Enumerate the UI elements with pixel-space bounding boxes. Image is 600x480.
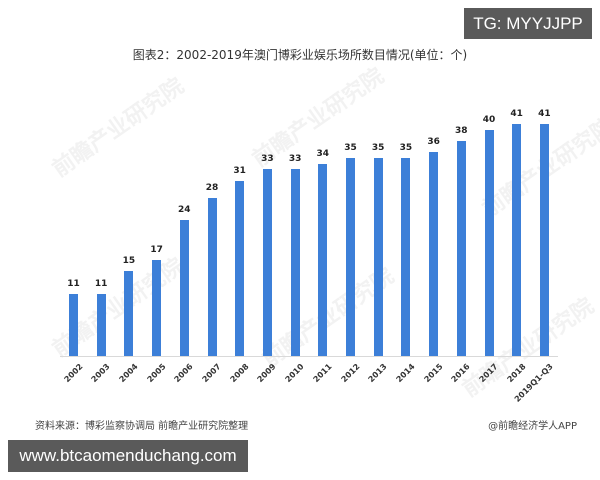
bar-value-label: 34 (316, 148, 330, 159)
bar (456, 140, 466, 356)
bar (429, 152, 439, 356)
x-axis-tick-label: 2011 (311, 362, 334, 385)
bar-value-label: 28 (205, 182, 219, 193)
x-axis-tick-label: 2012 (339, 362, 362, 385)
bar-value-label: 33 (261, 154, 274, 165)
bar (318, 163, 328, 356)
x-axis-tick-label: 2016 (449, 362, 472, 385)
bar (69, 293, 78, 356)
bar-value-label: 33 (288, 154, 302, 165)
bar (346, 157, 355, 356)
bar-value-label: 36 (427, 137, 440, 148)
bar (539, 123, 549, 356)
data-source-note: 资料来源：博彩监察协调局 前瞻产业研究院整理 (35, 421, 249, 432)
bar-value-label: 17 (150, 244, 163, 255)
bar-value-label: 40 (482, 114, 496, 125)
x-axis-tick-label: 2014 (394, 362, 417, 385)
bar-value-label: 11 (67, 278, 80, 289)
site-watermark-badge: www.btcaomenduchang.com (8, 440, 248, 472)
x-axis-tick-label: 2008 (228, 362, 251, 385)
bar (207, 197, 217, 356)
bar (96, 293, 106, 356)
app-credit: @前瞻经济学人APP (488, 421, 577, 432)
x-axis-tick-label: 2017 (477, 362, 500, 385)
bar (124, 271, 134, 356)
x-axis-line (60, 356, 558, 357)
bar (373, 157, 383, 356)
bar-value-label: 41 (538, 108, 551, 119)
bar (152, 259, 162, 356)
bar-value-label: 35 (399, 142, 413, 153)
x-axis-tick-label: 2018 (505, 362, 528, 385)
bar (484, 129, 494, 356)
x-axis-tick-label: 2007 (200, 362, 223, 385)
bar-value-label: 41 (510, 108, 523, 119)
bar-value-label: 15 (122, 256, 136, 267)
x-axis-tick-label: 2010 (283, 362, 306, 385)
x-axis-tick-label: 2009 (255, 362, 279, 385)
bar-value-label: 31 (233, 165, 246, 176)
bar-chart: 11 2002 11 2003 15 2004 17 2005 24 2006 28 2007 31 20… (60, 108, 558, 404)
x-axis-tick-label: 2013 (366, 362, 389, 385)
x-axis-tick-label: 2015 (422, 362, 445, 385)
x-axis-tick-label: 2002 (62, 362, 85, 385)
chart-title: 图表2：2002-2019年澳门博彩业娱乐场所数目情况(单位：个) (132, 48, 468, 62)
bar (290, 169, 300, 356)
bar-value-label: 35 (371, 142, 385, 153)
bar (179, 220, 189, 356)
bar (262, 169, 272, 356)
bar-value-label: 38 (455, 125, 468, 136)
bar-value-label: 11 (94, 278, 108, 289)
bar-value-label: 35 (344, 142, 357, 153)
x-axis-tick-label: 2003 (89, 362, 112, 385)
bar (235, 180, 245, 356)
tg-watermark-badge: TG: MYYJJPP (464, 8, 592, 39)
x-axis-tick-label: 2005 (145, 362, 168, 385)
bar (512, 123, 522, 356)
x-axis-tick-label: 2004 (117, 362, 140, 385)
bar-value-label: 24 (178, 205, 191, 216)
x-axis-tick-label: 2006 (172, 362, 195, 385)
bar (401, 157, 411, 356)
